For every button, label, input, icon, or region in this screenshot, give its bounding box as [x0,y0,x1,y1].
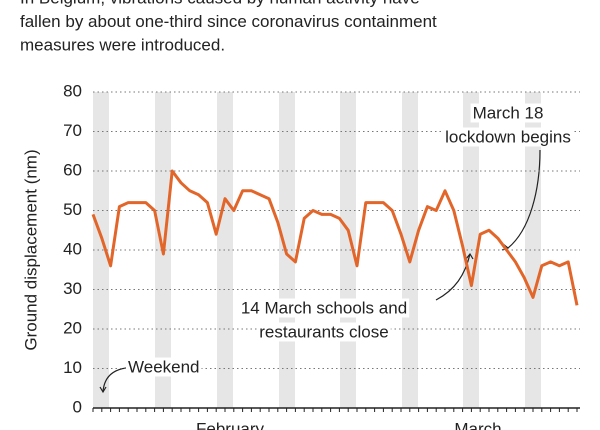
y-tick-label: 70 [63,121,82,140]
y-tick-label: 40 [63,239,82,258]
annotation: lockdown begins [445,127,571,146]
y-axis-label: Ground displacement (nm) [21,149,40,350]
annotation-bg [126,357,202,377]
data-line [91,169,579,306]
y-tick-label: 0 [73,397,82,416]
weekend-band [93,92,109,408]
arrow-head [99,386,107,394]
annotation: March 18 [473,103,544,122]
annotation: Weekend [128,357,200,376]
subtitle-line: fallen by about one-third since coronavi… [20,12,437,31]
annotation-bg [443,127,573,147]
y-tick-label: 80 [63,81,82,100]
subtitle-line: measures were introduced. [20,35,225,54]
x-label: March [454,419,501,430]
annotation-bg [238,298,410,318]
annotation: 14 March schools and [241,298,407,317]
arrows [99,149,541,394]
arrow [507,149,541,249]
subtitle-line: In Belgium, vibrations caused by human a… [20,0,420,7]
arrow-head [465,252,474,260]
annotation-bg [470,103,546,123]
y-tick-label: 20 [63,318,82,337]
x-label: February [196,419,265,430]
arrow [435,253,471,301]
annotation: restaurants close [259,322,388,341]
y-tick-label: 10 [63,358,82,377]
arrow [102,367,127,393]
annotation-bg [257,322,391,342]
weekend-band [525,92,541,408]
y-tick-label: 60 [63,160,82,179]
y-tick-label: 30 [63,279,82,298]
y-tick-label: 50 [63,200,82,219]
